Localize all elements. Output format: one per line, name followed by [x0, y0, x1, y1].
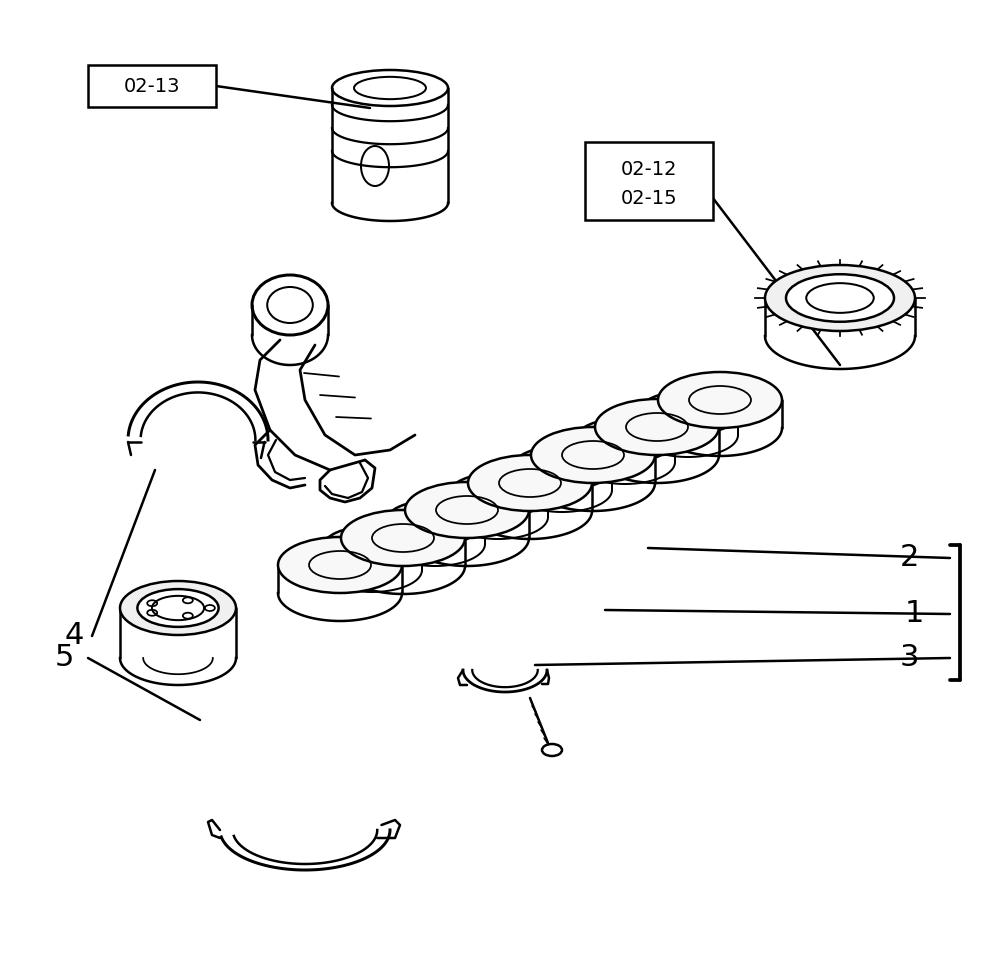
Text: 4: 4	[65, 621, 84, 651]
Text: 1: 1	[905, 599, 924, 629]
Ellipse shape	[595, 399, 719, 455]
Ellipse shape	[278, 537, 402, 593]
Ellipse shape	[405, 482, 529, 538]
Ellipse shape	[341, 510, 465, 566]
Ellipse shape	[448, 473, 548, 517]
Text: 3: 3	[900, 643, 920, 673]
FancyBboxPatch shape	[88, 65, 216, 107]
Ellipse shape	[575, 418, 675, 462]
Ellipse shape	[512, 446, 612, 490]
Ellipse shape	[137, 589, 219, 627]
Ellipse shape	[638, 391, 738, 435]
Ellipse shape	[322, 526, 422, 570]
Ellipse shape	[765, 265, 915, 331]
Ellipse shape	[786, 275, 894, 322]
Ellipse shape	[531, 427, 655, 483]
Text: 5: 5	[55, 643, 74, 673]
FancyBboxPatch shape	[585, 142, 713, 220]
Ellipse shape	[468, 455, 592, 511]
Text: 02-12: 02-12	[621, 159, 677, 179]
Text: 02-15: 02-15	[621, 189, 677, 207]
Ellipse shape	[385, 500, 485, 544]
Text: 2: 2	[900, 543, 919, 572]
Ellipse shape	[658, 372, 782, 428]
Text: 02-13: 02-13	[124, 77, 180, 95]
Ellipse shape	[120, 581, 236, 635]
